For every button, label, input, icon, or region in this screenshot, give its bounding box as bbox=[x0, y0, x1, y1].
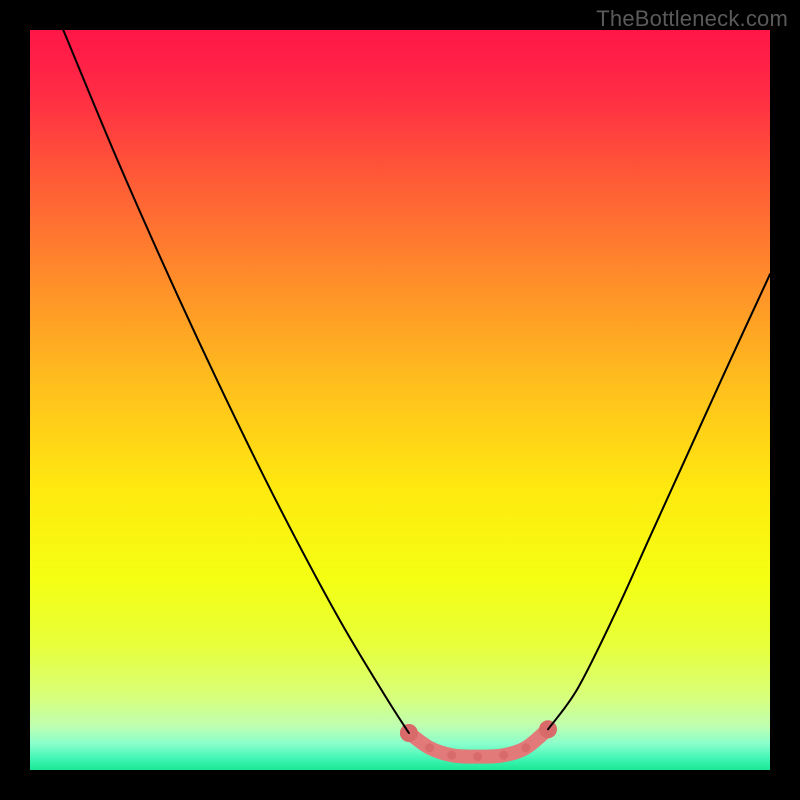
bottleneck-curve bbox=[30, 30, 770, 770]
optimal-region-point bbox=[499, 751, 508, 760]
curve-right-branch bbox=[548, 274, 770, 729]
optimal-region-point bbox=[447, 751, 456, 760]
optimal-region-point bbox=[521, 743, 530, 752]
curve-left-branch bbox=[63, 30, 409, 733]
plot-area bbox=[30, 30, 770, 770]
optimal-region-point bbox=[425, 743, 434, 752]
optimal-region-point bbox=[473, 752, 482, 761]
watermark-text: TheBottleneck.com bbox=[596, 6, 788, 32]
chart-frame: TheBottleneck.com bbox=[0, 0, 800, 800]
